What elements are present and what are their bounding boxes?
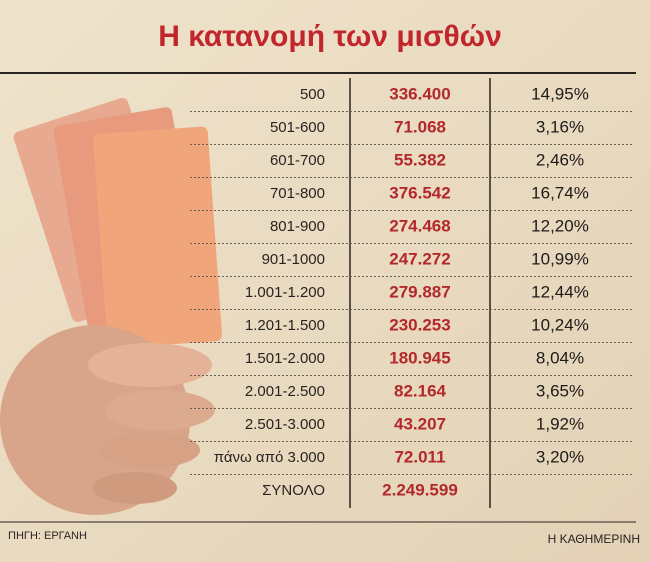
percentage: 14,95% [531, 84, 589, 103]
finger [93, 472, 177, 504]
percentage: 12,20% [531, 216, 589, 235]
employee-count: 71.068 [394, 117, 446, 136]
employee-count: 336.400 [389, 84, 450, 103]
salary-range: 701-800 [270, 185, 325, 202]
employee-count: 230.253 [389, 315, 450, 334]
salary-range: 1.501-2.000 [245, 350, 325, 367]
employee-count: 279.887 [389, 282, 450, 301]
salary-range: 500 [300, 86, 325, 103]
salary-range: 1.001-1.200 [245, 284, 325, 301]
salary-range: 601-700 [270, 152, 325, 169]
percentage: 1,92% [536, 414, 584, 433]
employee-count: 274.468 [389, 216, 450, 235]
banknote [93, 126, 222, 349]
total-value: 2.249.599 [382, 480, 458, 499]
publisher: Η ΚΑΘΗΜΕΡΙΝΗ [548, 532, 640, 546]
title: Η κατανομή των μισθών [158, 20, 502, 53]
salary-range: 801-900 [270, 218, 325, 235]
salary-range: 1.201-1.500 [245, 317, 325, 334]
salary-range: πάνω από 3.000 [214, 449, 325, 466]
employee-count: 376.542 [389, 183, 450, 202]
percentage: 16,74% [531, 183, 589, 202]
employee-count: 55.382 [394, 150, 446, 169]
percentage: 8,04% [536, 348, 584, 367]
percentage: 3,16% [536, 117, 584, 136]
source: ΠΗΓΗ: ΕΡΓΑΝΗ [8, 530, 87, 542]
employee-count: 247.272 [389, 249, 450, 268]
illustration [0, 97, 222, 515]
finger [88, 343, 212, 387]
percentage: 3,20% [536, 447, 584, 466]
salary-range: 2.501-3.000 [245, 416, 325, 433]
total-label: ΣΥΝΟΛΟ [262, 482, 325, 499]
percentage: 10,24% [531, 315, 589, 334]
employee-count: 82.164 [394, 381, 447, 400]
finger [105, 390, 215, 430]
percentage: 12,44% [531, 282, 589, 301]
employee-count: 43.207 [394, 414, 446, 433]
salary-range: 2.001-2.500 [245, 383, 325, 400]
employee-count: 72.011 [394, 447, 445, 466]
finger [100, 432, 200, 468]
salary-range: 901-1000 [262, 251, 325, 268]
salary-range: 501-600 [270, 119, 325, 136]
percentage: 3,65% [536, 381, 584, 400]
employee-count: 180.945 [389, 348, 450, 367]
percentage: 2,46% [536, 150, 584, 169]
percentage: 10,99% [531, 249, 589, 268]
